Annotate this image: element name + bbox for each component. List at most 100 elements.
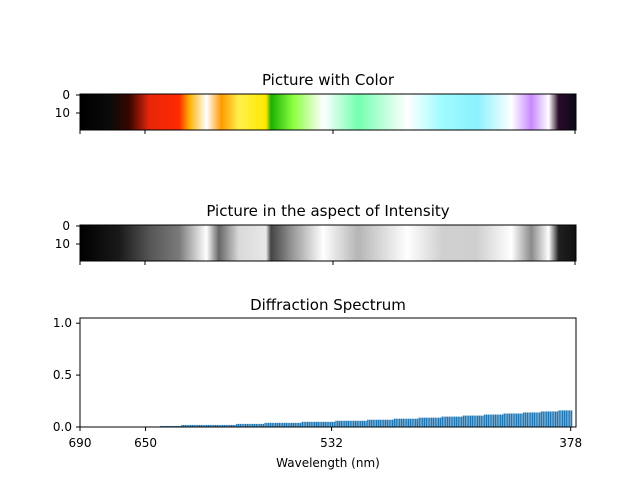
spectrum-bar (386, 419, 389, 427)
spectrum-bar (294, 422, 296, 427)
spectrum-bar (503, 413, 505, 427)
spectrum-bar (317, 421, 319, 427)
spectrum-bar (393, 418, 396, 427)
spectrum-bar (340, 420, 342, 427)
spectrum-bar (388, 419, 390, 427)
chart-x-axis-label: Wavelength (nm) (276, 456, 380, 470)
spectrum-bar (459, 416, 461, 427)
spectrum-bar (505, 413, 507, 427)
spectrum-bar (328, 421, 330, 427)
spectrum-bar (466, 415, 468, 427)
spectrum-bar (560, 410, 562, 427)
spectrum-bar (480, 415, 482, 427)
spectrum-bar (363, 420, 366, 427)
spectrum-bar (237, 423, 240, 427)
spectrum-bar (165, 425, 167, 427)
spectrum-bar (308, 421, 311, 427)
spectrum-bar (464, 415, 466, 427)
spectrum-bar (174, 425, 176, 427)
spectrum-bar (515, 413, 518, 427)
spectrum-bar (267, 422, 270, 427)
spectrum-bar (528, 412, 530, 427)
spectrum-bar (352, 420, 355, 427)
spectrum-bar (248, 423, 250, 427)
spectrum-bar (384, 419, 387, 427)
spectrum-bar (259, 423, 261, 427)
spectrum-bar (250, 423, 252, 427)
spectrum-bar (218, 424, 220, 427)
spectrum-bar (262, 423, 265, 427)
spectrum-bar (214, 424, 217, 427)
spectrum-bar (448, 416, 451, 427)
spectrum-bar (207, 424, 210, 427)
spectrum-bar (234, 424, 236, 427)
spectrum-bar (500, 414, 502, 427)
spectrum-bar (289, 422, 291, 427)
spectrum-bar (368, 419, 371, 427)
spectrum-bar (223, 424, 226, 427)
spectrum-bar (461, 416, 463, 427)
spectrum-bar (166, 425, 169, 427)
x-tick-label: 690 (69, 436, 92, 450)
spectrum-bar (331, 421, 334, 427)
spectrum-bar (260, 423, 263, 427)
spectrum-bar (563, 410, 566, 427)
spectrum-bar (427, 417, 429, 427)
spectrum-bar (301, 421, 304, 427)
spectrum-bar (473, 415, 475, 427)
spectrum-bar (556, 411, 559, 427)
spectrum-bar (168, 425, 171, 427)
spectrum-bar (565, 410, 567, 427)
spectrum-bar (453, 416, 456, 427)
spectrum-bar (326, 421, 328, 427)
spectrum-bar (487, 414, 490, 427)
spectrum-bar (190, 424, 192, 427)
spectrum-bar (367, 419, 369, 427)
spectrum-bar (492, 414, 495, 427)
chart-title: Diffraction Spectrum (250, 296, 406, 314)
spectrum-bar (239, 423, 242, 427)
spectrum-bar (469, 415, 472, 427)
spectrum-bar (184, 424, 187, 427)
panel-diffraction-spectrum: Diffraction Spectrum 0.0 0.5 1.0 690 650 532… (53, 296, 582, 470)
spectrum-bar (172, 425, 174, 427)
spectrum-bar (450, 416, 452, 427)
spectrum-bar (329, 421, 332, 427)
spectrum-bar (312, 421, 314, 427)
spectrum-bar (485, 414, 488, 427)
spectrum-bar (508, 413, 511, 427)
spectrum-bar (159, 425, 162, 427)
spectrum-bar (420, 417, 422, 427)
spectrum-bar (558, 410, 560, 427)
spectrum-bar (310, 421, 312, 427)
spectrum-bar (482, 415, 484, 427)
spectrum-bar (356, 420, 358, 427)
spectrum-bar (455, 416, 458, 427)
x-tick-label: 532 (320, 436, 343, 450)
spectrum-bar (569, 410, 571, 427)
spectrum-bar (434, 417, 436, 427)
spectrum-bar (205, 424, 208, 427)
spectrum-bar (551, 411, 553, 427)
spectrum-bar (305, 421, 307, 427)
spectrum-bar (230, 424, 233, 427)
spectrum-bar (241, 423, 243, 427)
spectrum-bar (521, 413, 523, 427)
intensity-ytick-label-0: 0 (62, 219, 70, 233)
spectrum-bar (462, 415, 465, 427)
spectrum-bar (523, 412, 525, 427)
spectrum-bar (225, 424, 227, 427)
x-tick-label: 378 (559, 436, 582, 450)
intensity-spectrum-image (80, 225, 576, 261)
spectrum-bar (399, 418, 401, 427)
spectrum-bar (544, 411, 546, 427)
spectrum-bar (170, 425, 172, 427)
spectrum-bar (181, 424, 183, 427)
spectrum-bar (269, 422, 272, 427)
spectrum-bar (478, 415, 481, 427)
spectrum-bar (282, 422, 284, 427)
chart-x-axis: 690 650 532 378 (69, 427, 582, 450)
intensity-ytick-label-10: 10 (55, 237, 70, 251)
spectrum-bar (345, 420, 348, 427)
spectrum-bar (530, 412, 532, 427)
